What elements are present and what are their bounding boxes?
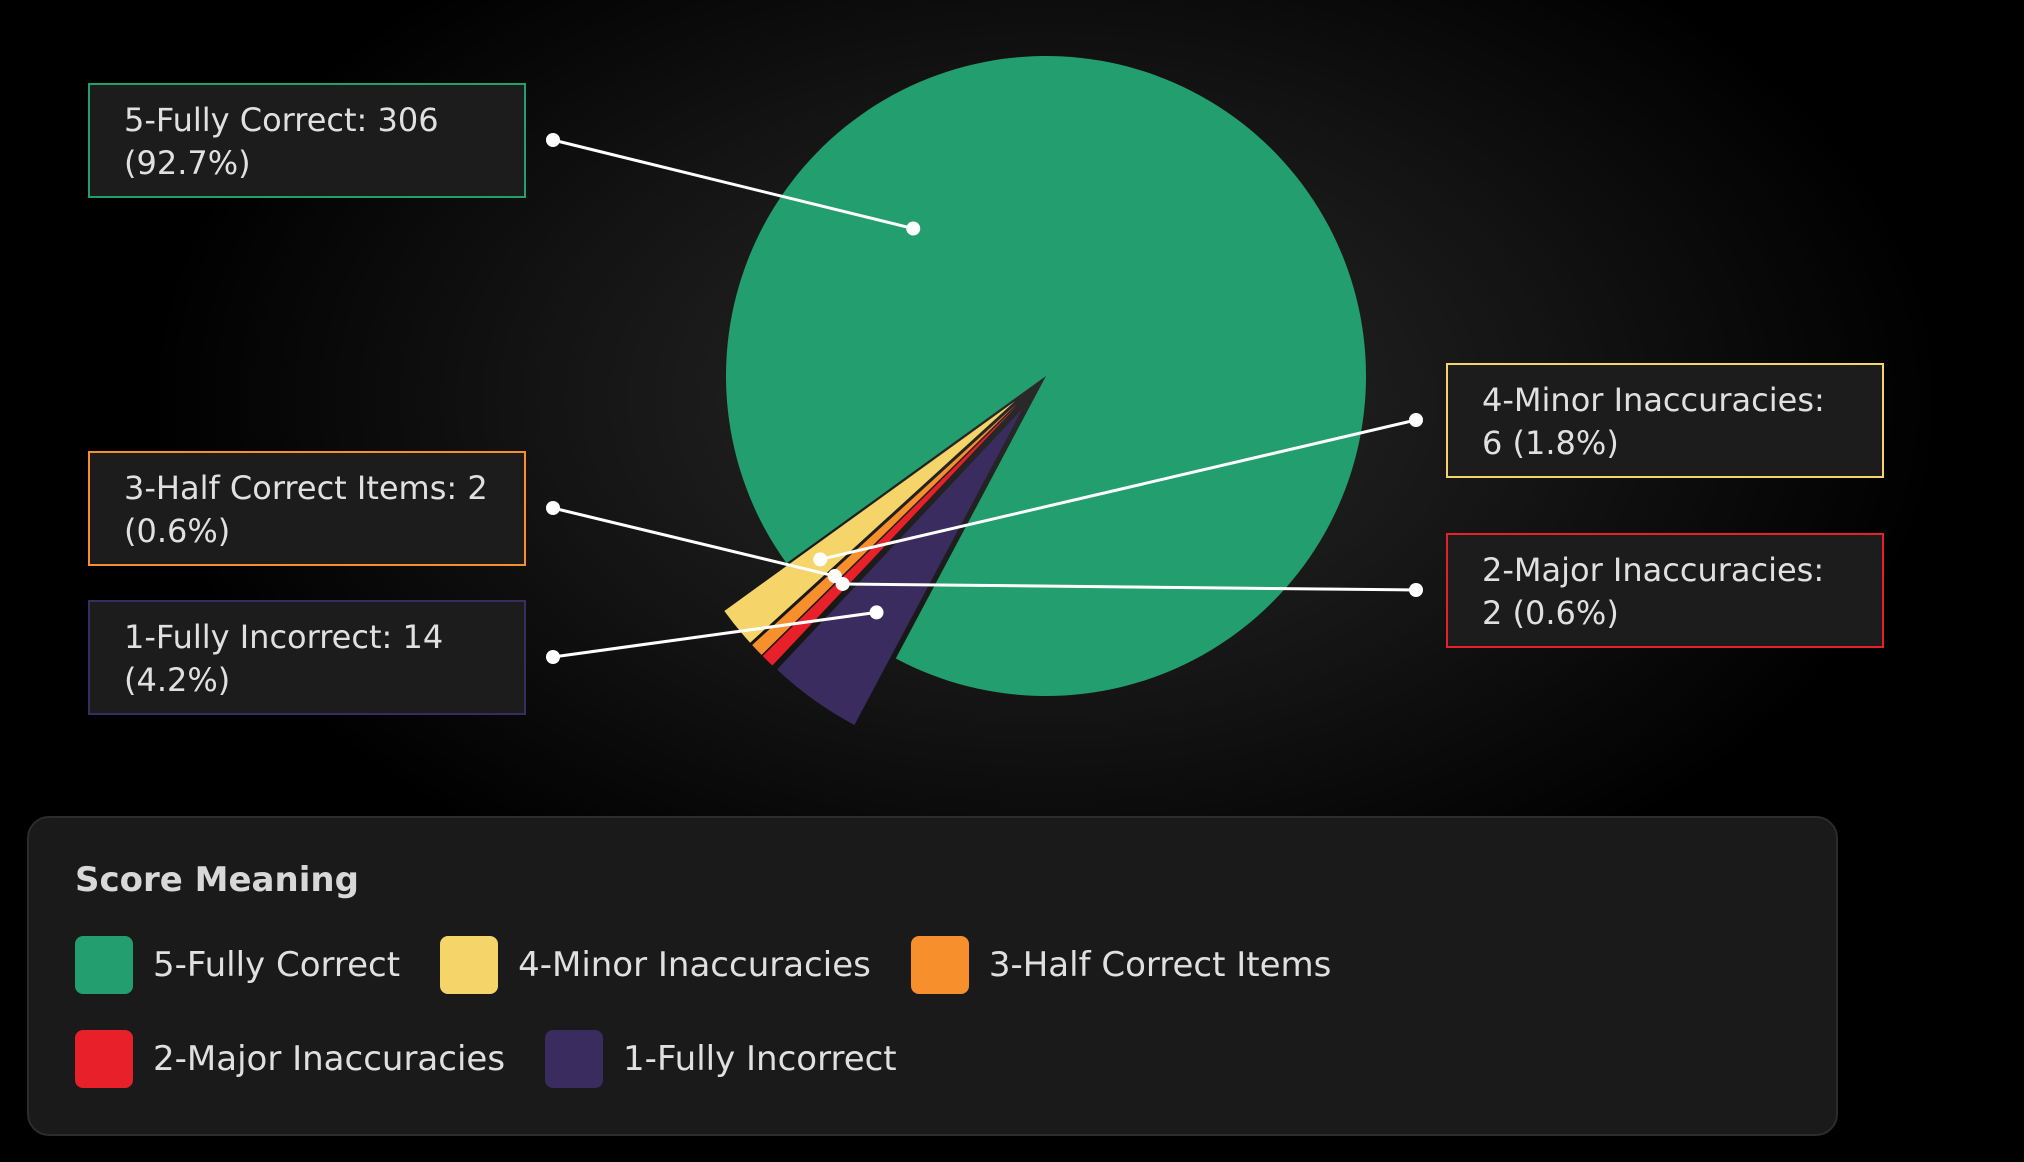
callout-line <box>552 610 877 659</box>
legend-label: 5-Fully Correct <box>153 945 401 985</box>
pie-slice <box>752 403 1017 655</box>
callout-dot <box>546 650 560 664</box>
legend-label: 1-Fully Incorrect <box>623 1039 897 1079</box>
pie-slice <box>777 408 1023 725</box>
legend-label: 3-Half Correct Items <box>988 945 1332 985</box>
pie-slice <box>762 404 1019 666</box>
callout-dot <box>835 576 850 591</box>
legend-title: Score Meaning <box>75 860 359 900</box>
legend-swatch <box>910 936 969 994</box>
legend-item: 2-Major Inaccuracies <box>75 1030 505 1088</box>
legend-label: 2-Major Inaccuracies <box>153 1039 506 1079</box>
callout-dot <box>906 221 921 236</box>
legend-swatch <box>75 1030 133 1088</box>
legend-swatch <box>75 936 133 994</box>
callout-line <box>819 418 1417 561</box>
callout: 4-Minor Inaccuracies: 6 (1.8%) <box>1446 363 1884 478</box>
callout-dot <box>546 501 560 515</box>
legend-item: 3-Half Correct Items <box>910 936 1332 994</box>
callout-line <box>842 582 1417 592</box>
callout-dot <box>546 133 560 147</box>
legend-items: 5-Fully Correct 4-Minor Inaccuracies 3-Hal… <box>75 936 1790 1088</box>
pie-slice <box>726 56 1367 697</box>
legend-item: 1-Fully Incorrect <box>545 1030 897 1088</box>
pie-chart <box>546 56 1423 725</box>
callout-dot <box>869 605 884 620</box>
callout: 1-Fully Incorrect: 14 (4.2%) <box>88 600 526 715</box>
callout-line <box>552 506 836 578</box>
legend-item: 5-Fully Correct <box>75 936 400 994</box>
callout: 5-Fully Correct: 306 (92.7%) <box>88 83 526 198</box>
pie-slice <box>724 401 1015 643</box>
callout-dot <box>1409 413 1423 427</box>
callout-dot <box>1409 583 1423 597</box>
legend-swatch <box>440 936 499 994</box>
legend-swatch <box>545 1030 604 1088</box>
callout: 2-Major Inaccuracies: 2 (0.6%) <box>1446 533 1884 648</box>
legend-label: 4-Minor Inaccuracies <box>518 945 871 985</box>
legend-item: 4-Minor Inaccuracies <box>440 936 871 994</box>
callout: 3-Half Correct Items: 2 (0.6%) <box>88 451 526 566</box>
legend: Score Meaning 5-Fully Correct 4-Minor Ina… <box>27 816 1838 1136</box>
callout-dot <box>813 552 828 567</box>
callout-line <box>552 138 914 231</box>
